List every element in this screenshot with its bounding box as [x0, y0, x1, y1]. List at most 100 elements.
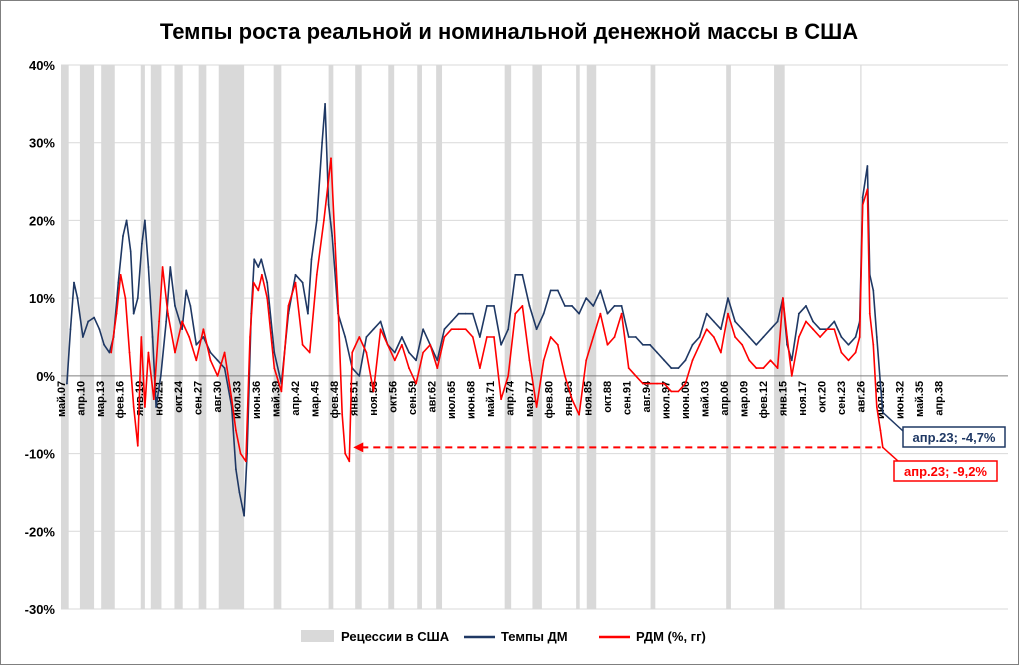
- series-1-point: [542, 359, 545, 362]
- annotations: апр.23; -4,7% апр.23; -9,2%: [353, 411, 1006, 482]
- series-1-point: [443, 336, 446, 338]
- x-tick-label: ноя.85: [582, 381, 594, 416]
- recession-band: [218, 65, 245, 609]
- series-1-point: [330, 157, 332, 160]
- series-0-point: [705, 312, 708, 315]
- x-axis: май.07 апр.10 мар.13 фев.16 янв.19 ноя.21 окт.…: [56, 380, 945, 419]
- series-0-point: [684, 359, 687, 362]
- series-0-point: [755, 343, 758, 346]
- x-tick-label: авг.94: [641, 380, 653, 413]
- annotation-label-1: апр.23; -9,2%: [904, 464, 987, 479]
- recession-band: [150, 65, 162, 609]
- x-tick-label: сен.91: [621, 381, 633, 415]
- recession-band: [101, 65, 115, 609]
- series-1-point: [308, 351, 311, 354]
- series-1-point: [408, 367, 410, 369]
- series-1-point: [464, 328, 467, 331]
- series-0-point: [457, 312, 460, 315]
- series-1-point: [128, 351, 131, 354]
- x-tick-label: апр.06: [719, 381, 731, 416]
- series-0-point: [613, 305, 616, 307]
- y-tick-label: 40%: [29, 58, 55, 73]
- series-1-point: [776, 367, 779, 369]
- x-tick-label: апр.10: [75, 381, 87, 416]
- series-1-point: [741, 343, 744, 346]
- series-1-point: [115, 312, 118, 315]
- y-tick-label: 0%: [36, 369, 55, 384]
- series-0-point: [847, 343, 850, 346]
- series-1-point: [847, 359, 850, 362]
- series-1-point: [528, 359, 531, 362]
- series-1-point: [705, 328, 708, 331]
- series-1-point: [136, 444, 139, 447]
- series-1-point: [161, 266, 164, 268]
- series-0-point: [656, 351, 658, 354]
- x-tick-label: окт.24: [173, 380, 185, 413]
- series-0-point: [223, 367, 226, 369]
- series-0-point: [443, 328, 446, 331]
- series-0-point: [81, 336, 84, 338]
- annotation-leader-0: [882, 411, 904, 432]
- series-0-point: [493, 305, 495, 307]
- series-0-point: [819, 328, 822, 331]
- series-1-point: [450, 328, 453, 331]
- series-0-point: [66, 382, 68, 385]
- series-0-point: [486, 305, 488, 307]
- series-0-point: [634, 336, 637, 338]
- series-1-point: [234, 429, 237, 432]
- series-1-point: [762, 367, 765, 369]
- legend: Рецессии в США Темпы ДМ РДМ (%, гг): [301, 629, 706, 644]
- series-1-point: [613, 336, 616, 338]
- series-1-point: [514, 312, 517, 315]
- x-tick-label: янв.15: [777, 381, 789, 416]
- series-1-point: [866, 188, 869, 191]
- series-1-point: [769, 359, 772, 362]
- series-0-point: [209, 351, 212, 354]
- x-tick-label: июл.65: [446, 381, 458, 419]
- series-1-point: [549, 336, 552, 338]
- series-1-point: [341, 413, 344, 416]
- recession-band: [650, 65, 656, 609]
- series-0-point: [76, 297, 79, 300]
- x-tick-label: сен.59: [407, 381, 419, 415]
- series-0-point: [125, 219, 128, 222]
- series-0-point: [174, 305, 176, 307]
- series-1-point: [415, 382, 417, 385]
- series-0-point: [365, 336, 368, 338]
- series-1-point: [147, 351, 150, 354]
- series-1-point: [670, 390, 673, 393]
- recession-bands: [61, 65, 862, 609]
- series-0-point: [344, 336, 347, 338]
- series-0-point: [698, 336, 701, 338]
- series-1-point: [334, 242, 337, 245]
- x-tick-label: май.07: [56, 381, 68, 417]
- series-1-point: [786, 336, 788, 338]
- series-1-point: [393, 359, 396, 362]
- recession-band: [436, 65, 443, 609]
- series-1-point: [649, 382, 651, 385]
- series-0-point: [861, 196, 864, 199]
- series-1-point: [656, 382, 658, 385]
- x-tick-label: апр.74: [504, 380, 516, 416]
- series-1-point: [868, 312, 871, 315]
- x-tick-label: май.35: [914, 381, 926, 417]
- series-1-point: [152, 398, 155, 401]
- series-0-point: [762, 336, 765, 338]
- series-0-point: [528, 305, 531, 307]
- series-1-point: [344, 452, 347, 455]
- recession-band: [860, 65, 862, 609]
- series-0-point: [147, 266, 150, 268]
- x-tick-label: май.03: [699, 381, 711, 417]
- series-0-point: [238, 491, 241, 494]
- series-0-point: [189, 305, 192, 307]
- series-1-point: [132, 406, 135, 408]
- series-0-point: [436, 359, 439, 362]
- series-1-point: [585, 359, 588, 362]
- series-0-point: [136, 297, 139, 300]
- series-0-point: [677, 367, 680, 369]
- recession-band: [328, 65, 334, 609]
- series-1-point: [294, 281, 297, 284]
- series-1-point: [748, 359, 751, 362]
- series-0-point: [769, 328, 772, 331]
